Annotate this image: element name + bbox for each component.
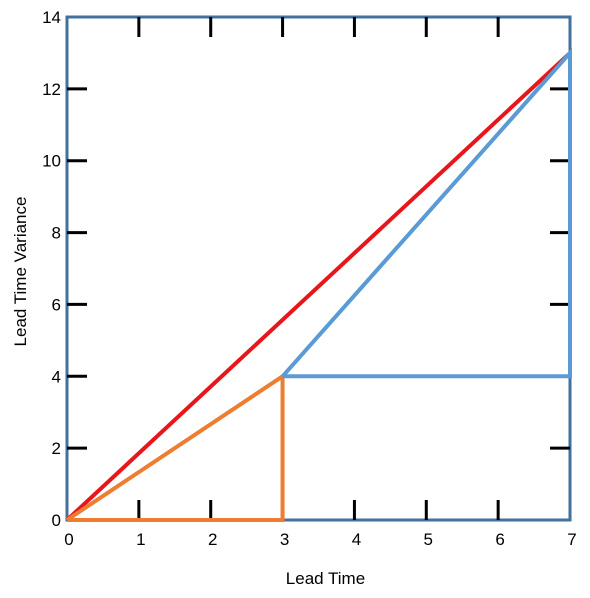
- y-tick-label-7: 14: [42, 8, 61, 27]
- y-axis-title: Lead Time Variance: [11, 197, 30, 347]
- y-tick-label-0: 0: [52, 511, 61, 530]
- x-tick-label-7: 7: [567, 530, 576, 549]
- x-axis-title: Lead Time: [286, 569, 365, 588]
- x-tick-labels: 0 1 2 3 4 5 6 7: [64, 530, 576, 549]
- y-tick-label-2: 4: [52, 367, 61, 386]
- x-tick-label-2: 2: [208, 530, 217, 549]
- x-tick-label-0: 0: [64, 530, 73, 549]
- x-tick-label-5: 5: [424, 530, 433, 549]
- x-tick-label-1: 1: [136, 530, 145, 549]
- y-tick-label-6: 12: [42, 80, 61, 99]
- y-tick-labels: 0 2 4 6 8 10 12 14: [42, 8, 61, 530]
- series-line-0: [65, 51, 572, 522]
- plot-frame: [65, 15, 572, 522]
- y-tick-label-4: 8: [52, 224, 61, 243]
- y-tick-label-5: 10: [42, 152, 61, 171]
- tick-marks: [67, 17, 570, 520]
- series-group: [65, 47, 572, 522]
- x-tick-label-3: 3: [280, 530, 289, 549]
- y-tick-label-3: 6: [52, 295, 61, 314]
- x-tick-label-4: 4: [352, 530, 361, 549]
- series-line-1: [65, 372, 285, 522]
- series-line-2: [281, 47, 572, 379]
- y-tick-label-1: 2: [52, 439, 61, 458]
- x-tick-label-6: 6: [495, 530, 504, 549]
